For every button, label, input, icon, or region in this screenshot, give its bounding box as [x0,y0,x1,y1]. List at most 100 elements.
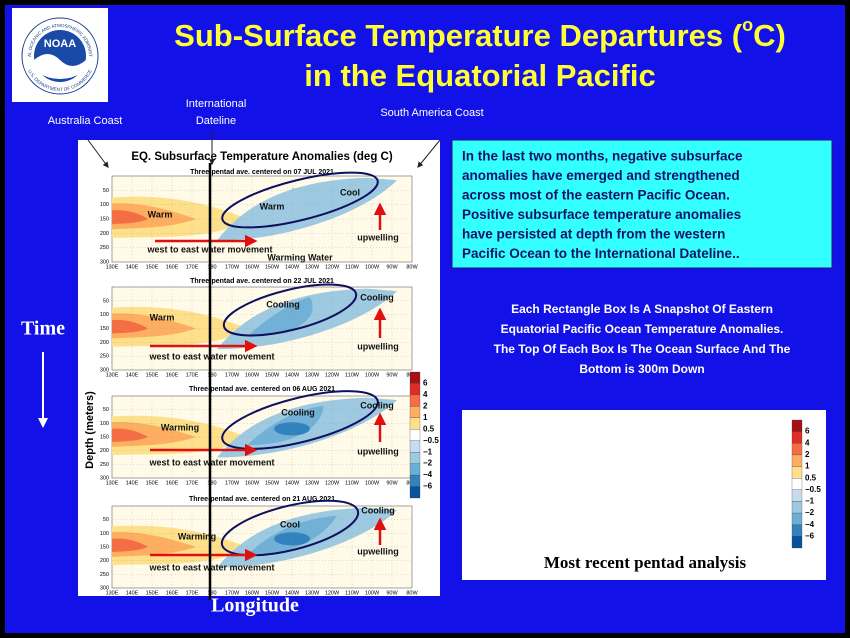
colorbar-swatch [409,474,421,487]
x-tick-label: 180 [207,372,216,378]
summary-line: across most of the eastern Pacific Ocean… [462,188,730,203]
x-tick-label: 130W [305,372,320,378]
pointer [417,139,441,168]
x-tick-label: 140E [126,372,139,378]
x-tick-label: 160E [166,372,179,378]
colorbar-label: −1 [805,497,815,506]
colorbar-label: −1 [423,447,433,456]
x-tick-label: 180 [207,590,216,596]
pointer [87,139,109,168]
colorbar-label: −6 [423,482,433,491]
colorbar: 6 4 2 1 0.5 −0.5 −1 −2 −4 −6 [409,371,439,499]
x-tick-label: 160E [166,590,179,596]
colorbar-swatch [409,394,421,407]
colorbar-label: 0.5 [423,424,435,433]
highlight-ellipse [221,390,379,450]
x-tick-label: 90W [386,590,398,596]
summary-line: have persisted at depth from the western [462,227,725,242]
x-tick-label: 150E [146,480,159,486]
x-tick-label: 110W [345,372,360,378]
cool-peak [274,422,310,436]
x-tick-label: 100W [365,590,380,596]
x-tick-label: 130W [305,264,320,270]
x-tick-label: 130E [106,590,119,596]
colorbar-label: −0.5 [805,485,821,494]
x-tick-label: 170W [225,264,240,270]
depth-tick-label: 200 [100,558,109,564]
warm-core [112,532,196,557]
x-tick-label: 140W [285,480,300,486]
x-tick-label: 160W [245,590,260,596]
title-part: Sub-Surface Temperature Departures ( [174,18,743,53]
x-tick-label: 130E [106,372,119,378]
colorbar-label: 4 [423,390,428,399]
depth-tick-label: 150 [100,326,109,332]
cool-peak [274,532,310,546]
x-tick-label: 170W [225,480,240,486]
depth-tick-label: 150 [100,544,109,550]
colorbar-label: 2 [805,450,810,459]
depth-tick-label: 200 [100,448,109,454]
colorbar-label: −4 [805,520,815,529]
title-line2: in the Equatorial Pacific [304,58,655,93]
summary-line: anomalies have emerged and strengthened [462,168,740,183]
annotation: upwelling [357,446,399,456]
colorbar-label: 1 [423,413,428,422]
x-tick-label: 150E [146,590,159,596]
annotation: Warming [178,531,216,541]
x-tick-label: 170W [225,372,240,378]
caption: Most recent pentad analysis [544,553,747,572]
colorbar-swatch [791,454,803,467]
x-tick-label: 160E [166,480,179,486]
x-tick-label: 160W [245,372,260,378]
colorbar-swatch [791,536,803,549]
colorbar-swatch [409,371,421,384]
x-tick-label: 100W [365,372,380,378]
colorbar-swatch [409,463,421,476]
depth-tick-label: 100 [100,531,109,537]
colorbar-swatch [791,501,803,514]
annotation: Cooling [266,299,300,309]
longitude-label: Longitude [211,595,299,617]
australia-label: Australia Coast [48,115,123,127]
warm-peak [112,538,148,552]
colorbar-label: 1 [805,462,810,471]
annotation: Cool [340,187,360,197]
annotation: west to east water movement [148,457,274,467]
colorbar-label: −4 [423,470,433,479]
colorbar-swatch [791,512,803,525]
x-tick-label: 110W [345,480,360,486]
annotation: Cool [280,519,300,529]
x-tick-label: 140E [126,264,139,270]
x-tick-label: 150E [146,372,159,378]
warm-core [112,203,196,230]
recent-panel [462,410,826,580]
colorbar-label: −6 [805,531,815,540]
logo-gull [34,54,86,79]
x-tick-label: 110W [345,590,360,596]
depth-tick-label: 100 [100,312,109,318]
colorbar-swatch [791,443,803,456]
depth-tick-label: 300 [100,259,109,265]
annotation: west to east water movement [148,562,274,572]
x-tick-label: 170E [186,264,199,270]
depth-tick-label: 300 [100,367,109,373]
colorbar-label: −2 [805,508,815,517]
depth-tick-label: 250 [100,462,109,468]
colorbar-swatch [409,440,421,453]
depth-tick-label: 300 [100,475,109,481]
warm-core [112,313,196,339]
annotation: upwelling [357,341,399,351]
depth-tick-label: 200 [100,231,109,237]
summary-text: In the last two months, negative subsurf… [462,149,743,262]
x-tick-label: 170E [186,480,199,486]
panel-subtitle: Three-pentad ave. centered on 22 JUL 202… [190,278,334,285]
x-tick-label: 160E [166,264,179,270]
x-tick-label: 90W [386,480,398,486]
x-tick-label: 80W [406,590,418,596]
depth-tick-label: 50 [103,407,109,413]
highlight-ellipse [221,171,379,229]
depth-tick-label: 200 [100,340,109,346]
chart-title: EQ. Subsurface Temperature Anomalies (de… [131,151,393,163]
